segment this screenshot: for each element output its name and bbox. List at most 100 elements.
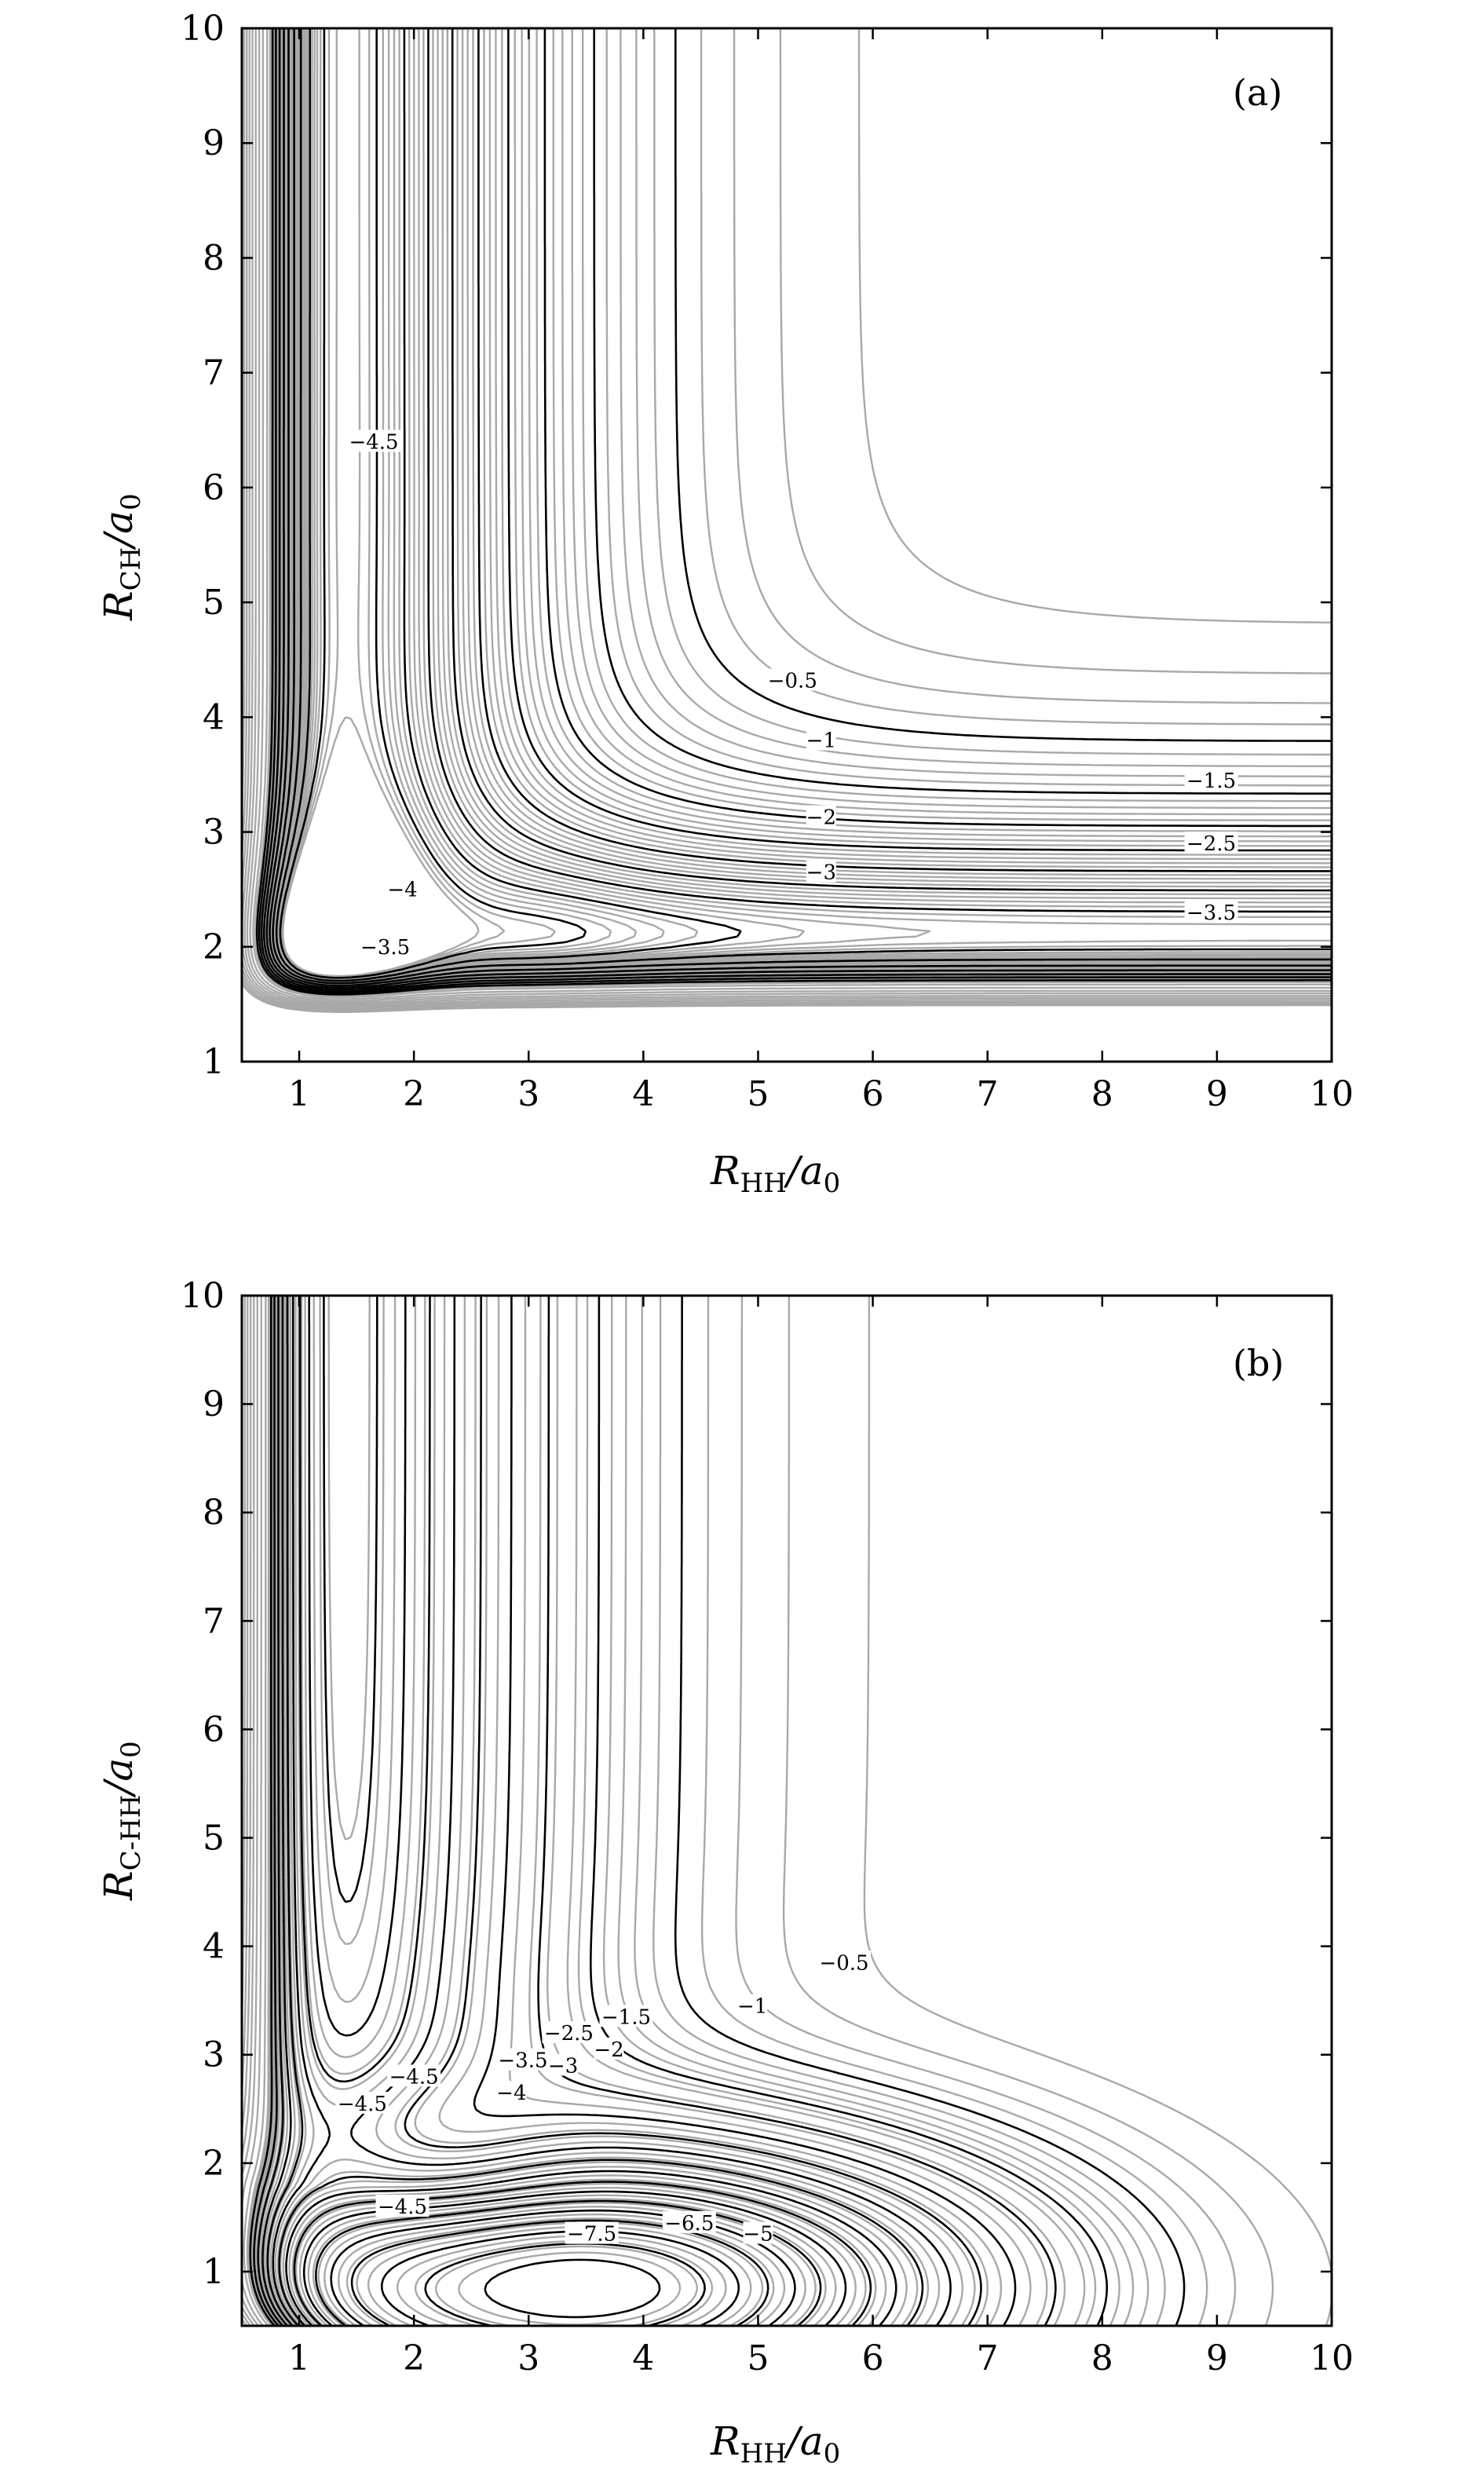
panel-a-contour-labels: −0.5 −1 −1.5 −2 −2.5 −3 −3.5 −3.5 −4 −4.5 [347, 430, 1238, 960]
contour-line-minor [254, 1296, 1086, 2326]
panel-b-plot-frame [240, 1294, 1333, 2327]
contour-line-minor [307, 2194, 837, 2326]
y-tick-label: 3 [203, 813, 225, 853]
x-tick-label: 3 [517, 1074, 539, 1114]
contour-label-bg [358, 934, 412, 957]
contour-label-bg [662, 2210, 716, 2233]
contour-line-major [269, 28, 1332, 987]
x-tick-label: 4 [632, 1074, 654, 1114]
contour-label-bg [495, 2048, 550, 2071]
contour-label: −2 [594, 2038, 623, 2062]
contour-label-bg [387, 877, 418, 900]
contour-line-minor [414, 2239, 714, 2326]
x-tick-label: 8 [1091, 1074, 1113, 1114]
contour-line-major [253, 1296, 1108, 2326]
x-tick-label: 5 [747, 1074, 769, 1114]
contour-line-minor [274, 1296, 941, 2326]
contour-line-minor [242, 982, 1332, 1013]
contour-line-major [265, 28, 1332, 989]
contour-label: −3 [548, 2055, 578, 2078]
contour-line-minor [288, 1296, 887, 2326]
contour-line-major [257, 1296, 1057, 2326]
contour-label-bg [1184, 768, 1238, 791]
contour-label: −1 [737, 1995, 767, 2019]
contour-label-bg [806, 860, 836, 883]
contour-line-minor [294, 1296, 867, 2326]
y-tick-label: 8 [203, 238, 225, 278]
panel-a-y-axis-label: RCH/a0 [96, 493, 147, 621]
contour-label: −0.5 [819, 1951, 868, 1975]
contour-label: −4 [496, 2082, 526, 2105]
panel-b-x-ticks: 1 2 3 4 5 6 7 8 9 10 [288, 1296, 1354, 2378]
contour-line-minor [249, 28, 1332, 1000]
x-tick-label: 7 [977, 1074, 999, 1114]
contour-line-major [260, 28, 1332, 993]
contour-label-bg [817, 1950, 872, 1973]
contour-line-major [255, 28, 1332, 996]
x-tick-label: 2 [403, 2338, 425, 2378]
contour-line-minor [269, 1296, 963, 2326]
contour-label: −3.5 [360, 936, 410, 960]
contour-label: −4.5 [389, 2065, 439, 2089]
panel-a-x-axis-label: RHH/a0 [710, 1148, 840, 1199]
contour-label: −1 [806, 729, 836, 753]
contour-label: −2.5 [1186, 832, 1236, 856]
contour-label-bg [496, 2081, 527, 2104]
panel-a-label: (a) [1233, 71, 1282, 114]
panel-a-plot-frame [240, 27, 1333, 1063]
panel-b-contour-labels: −0.5−1−1.5−2−2.5−3−3.5−4−4.5−4.5−4.5−5−6… [335, 1950, 872, 2247]
contour-line-major [249, 1296, 1186, 2326]
contour-line-major [258, 28, 1332, 994]
y-tick-label: 6 [203, 1709, 225, 1749]
contour-line-major [315, 2199, 822, 2326]
contour-label-bg [743, 2221, 773, 2244]
contour-label-bg [806, 728, 836, 751]
x-tick-label: 7 [977, 2338, 999, 2378]
contour-line-minor [242, 1296, 260, 2326]
contour-label-bg [1184, 832, 1238, 854]
panel-b-y-ticks: 1 2 3 4 5 6 7 8 9 10 [181, 1276, 1332, 2292]
contour-line-major [380, 2230, 740, 2326]
contour-line-major [263, 28, 1332, 991]
contour-label-bg [375, 2195, 429, 2217]
y-tick-label: 3 [203, 2035, 225, 2075]
contour-label: −6.5 [664, 2212, 714, 2236]
contour-line-major [484, 2258, 661, 2319]
contour-label-bg [387, 2064, 441, 2087]
contour-label: −2.5 [544, 2022, 594, 2045]
contour-label: −7.5 [567, 2223, 616, 2247]
contour-line-major [350, 2219, 769, 2326]
contour-line-minor [282, 716, 480, 978]
contour-line-minor [367, 2225, 752, 2326]
x-tick-label: 2 [403, 1074, 425, 1114]
contour-label: −4.5 [378, 2195, 427, 2219]
contour-label: −4.5 [338, 2093, 387, 2116]
contour-line-minor [263, 1296, 1003, 2326]
y-tick-label: 7 [203, 353, 225, 393]
y-tick-label: 9 [203, 1384, 225, 1424]
contour-line-minor [243, 1296, 269, 2326]
contour-line-major [266, 1296, 982, 2326]
panel-a-x-ticks: 1 2 3 4 5 6 7 8 9 10 [288, 28, 1354, 1114]
y-tick-label: 7 [203, 1601, 225, 1641]
contour-line-minor [323, 2206, 806, 2326]
contour-line-major [261, 1296, 1017, 2326]
contour-line-minor [242, 28, 1332, 1007]
panel-b-contour-lines [242, 1296, 1332, 2326]
panel-b-y-axis-label: RC-HH/a0 [96, 1741, 147, 1901]
contour-line-minor [458, 2251, 682, 2326]
y-tick-label: 4 [203, 1927, 225, 1967]
contour-line-minor [312, 2198, 827, 2326]
contour-line-minor [251, 1296, 1135, 2326]
y-tick-label: 2 [203, 927, 225, 967]
contour-label-bg [594, 2037, 624, 2060]
contour-label-bg [565, 2221, 619, 2244]
x-tick-label: 4 [632, 2338, 654, 2378]
contour-label: −1.5 [601, 2005, 651, 2029]
contour-line-minor [242, 28, 1332, 1009]
y-tick-label: 8 [203, 1493, 225, 1533]
contour-line-major [285, 1296, 897, 2326]
contour-line-minor [282, 1296, 908, 2326]
contour-label: −3.5 [498, 2049, 547, 2073]
